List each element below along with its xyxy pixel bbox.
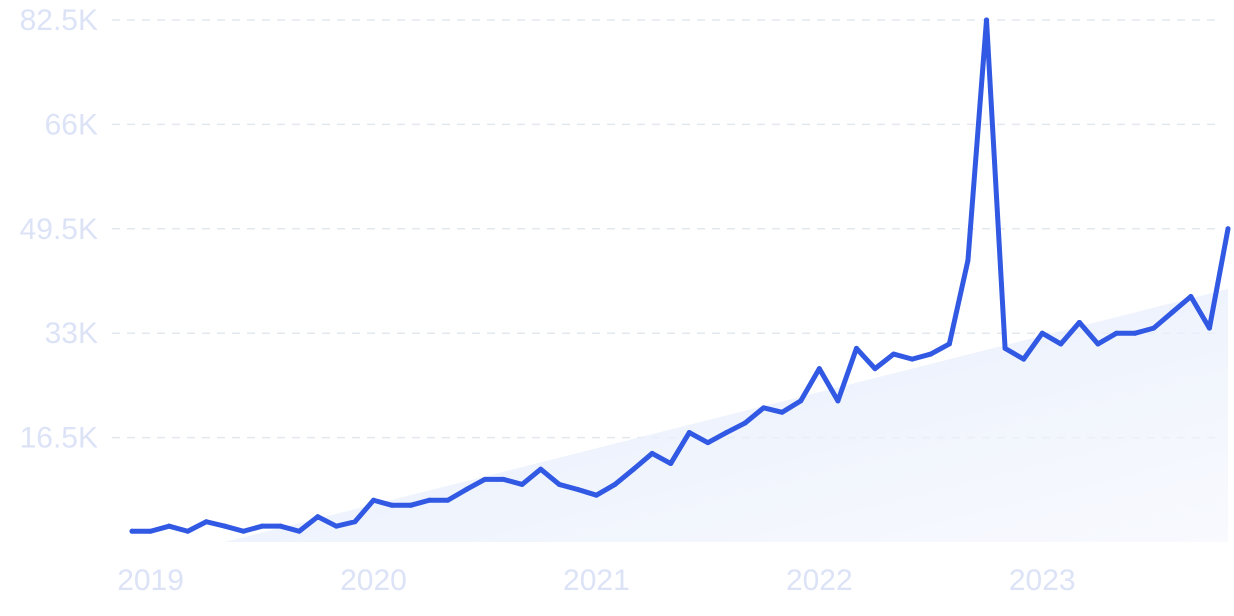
data-point (1095, 341, 1101, 347)
data-point (593, 492, 599, 498)
data-point (352, 519, 358, 525)
data-point (296, 528, 302, 534)
y-axis-ticks: 16.5K 33K 49.5K 66K 82.5K (20, 4, 98, 455)
data-point (556, 481, 562, 487)
data-point (463, 486, 469, 492)
data-point (482, 476, 488, 482)
data-point (278, 523, 284, 529)
data-point (222, 523, 228, 529)
trend-area-shape (224, 288, 1229, 542)
y-tick-label: 16.5K (20, 422, 98, 455)
data-point (965, 257, 971, 263)
data-point (1076, 319, 1082, 325)
data-point (631, 466, 637, 472)
data-point (1021, 356, 1027, 362)
data-point (445, 497, 451, 503)
y-tick-label: 49.5K (20, 213, 98, 246)
x-tick-label: 2019 (117, 564, 184, 597)
y-tick-label: 66K (45, 108, 98, 141)
data-point (816, 366, 822, 372)
x-tick-label: 2023 (1009, 564, 1076, 597)
data-point (779, 409, 785, 415)
data-point (166, 523, 172, 529)
series-line (129, 17, 1231, 534)
data-point (185, 528, 191, 534)
data-point (1114, 330, 1120, 336)
data-point (538, 466, 544, 472)
x-tick-label: 2021 (563, 564, 630, 597)
data-point (370, 497, 376, 503)
series-layer (129, 17, 1231, 534)
data-point (798, 398, 804, 404)
data-point (1039, 330, 1045, 336)
data-point (891, 351, 897, 357)
data-point (1151, 325, 1157, 331)
data-point (984, 17, 990, 23)
data-point (519, 481, 525, 487)
data-point (389, 502, 395, 508)
data-point (1188, 294, 1194, 300)
data-point (240, 528, 246, 534)
data-point (1206, 325, 1212, 331)
data-point (946, 341, 952, 347)
data-point (909, 356, 915, 362)
data-point (761, 405, 767, 411)
data-point (1132, 330, 1138, 336)
data-point (853, 345, 859, 351)
data-point (501, 476, 507, 482)
data-point (426, 497, 432, 503)
data-point (1169, 309, 1175, 315)
data-point (259, 523, 265, 529)
data-point (129, 528, 135, 534)
data-point (1002, 345, 1008, 351)
x-axis-ticks: 2019 2020 2021 2022 2023 (117, 564, 1075, 597)
x-tick-label: 2020 (340, 564, 407, 597)
data-point (649, 450, 655, 456)
data-point (872, 366, 878, 372)
data-point (668, 461, 674, 467)
data-point (575, 486, 581, 492)
data-point (1058, 341, 1064, 347)
data-point (723, 430, 729, 436)
data-point (705, 440, 711, 446)
y-tick-label: 82.5K (20, 4, 98, 37)
data-point (1225, 226, 1231, 232)
trend-area (224, 288, 1229, 542)
data-point (742, 420, 748, 426)
data-point (408, 502, 414, 508)
data-point (148, 528, 154, 534)
y-tick-label: 33K (45, 317, 98, 350)
data-point (835, 398, 841, 404)
data-point (612, 481, 618, 487)
data-point (203, 519, 209, 525)
data-point (686, 430, 692, 436)
x-tick-label: 2022 (786, 564, 853, 597)
data-point (315, 514, 321, 520)
data-point (928, 351, 934, 357)
data-point (333, 523, 339, 529)
